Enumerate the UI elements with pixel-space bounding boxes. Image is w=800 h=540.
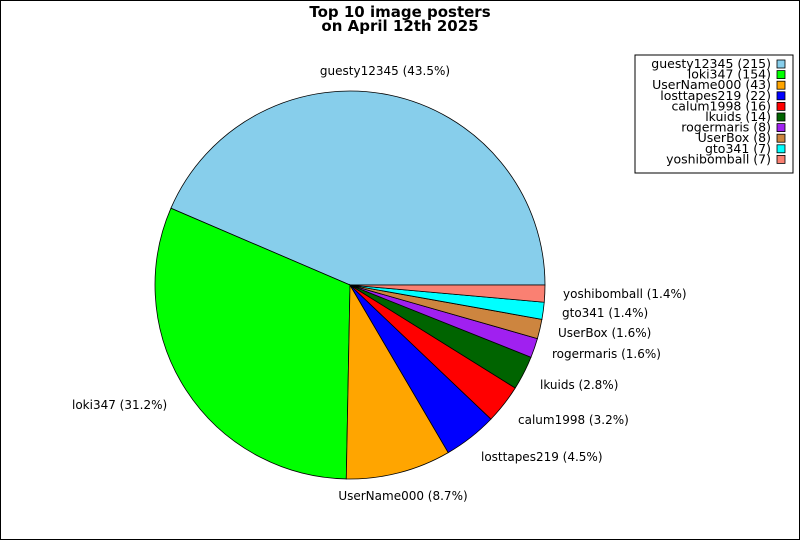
legend-label-calum1998: calum1998 (16) xyxy=(671,98,771,113)
legend-label-losttapes219: losttapes219 (22) xyxy=(660,88,771,103)
legend-swatch-lkuids xyxy=(776,112,786,122)
slice-label-losttapes219: losttapes219 (4.5%) xyxy=(481,450,603,464)
legend-label-lkuids: lkuids (14) xyxy=(705,109,771,124)
legend-label-UserBox: UserBox (8) xyxy=(698,130,771,145)
pie-slices xyxy=(154,90,546,480)
chart-subtitle: on April 12th 2025 xyxy=(321,17,478,35)
slice-label-yoshibomball: yoshibomball (1.4%) xyxy=(563,287,687,301)
slice-labels: guesty12345 (43.5%) loki347 (31.2%) UserNa… xyxy=(72,64,687,503)
slice-label-lkuids: lkuids (2.8%) xyxy=(540,378,618,392)
legend-label-loki347: loki347 (154) xyxy=(688,67,771,82)
legend-swatch-calum1998 xyxy=(776,102,786,111)
legend-swatch-guesty12345 xyxy=(776,59,786,69)
slice-label-UserBox: UserBox (1.6%) xyxy=(558,326,651,340)
slice-label-calum1998: calum1998 (3.2%) xyxy=(518,413,629,427)
slice-label-UserName000: UserName000 (8.7%) xyxy=(338,489,467,503)
slice-label-rogermaris: rogermaris (1.6%) xyxy=(552,347,661,361)
legend-label-yoshibomball: yoshibomball (7) xyxy=(666,151,771,166)
legend-label-guesty12345: guesty12345 (215) xyxy=(651,56,771,71)
slice-label-guesty12345: guesty12345 (43.5%) xyxy=(320,64,450,78)
pie-slice-loki347 xyxy=(154,207,351,480)
legend-label-gto341: gto341 (7) xyxy=(705,141,771,156)
legend-swatch-loki347 xyxy=(776,70,786,79)
slice-label-gto341: gto341 (1.4%) xyxy=(562,306,648,320)
chart-title: Top 10 image posters xyxy=(309,3,490,21)
legend-swatch-yoshibomball xyxy=(776,154,786,164)
legend-label-rogermaris: rogermaris (8) xyxy=(681,120,771,135)
legend-swatch-rogermaris xyxy=(776,123,786,132)
legend-label-UserName000: UserName000 (43) xyxy=(652,77,771,92)
pie-slice-yoshibomball xyxy=(349,284,546,303)
legend-swatch-UserBox xyxy=(776,133,786,143)
legend-swatch-UserName000 xyxy=(776,80,786,90)
pie-slice-UserName000 xyxy=(345,283,449,480)
slice-label-loki347: loki347 (31.2%) xyxy=(72,398,167,412)
legend-swatch-losttapes219 xyxy=(776,91,786,101)
legend-swatch-gto341 xyxy=(776,144,786,154)
legend-box xyxy=(634,54,794,174)
legend: guesty12345 (215)loki347 (154)UserName00… xyxy=(634,54,794,174)
pie-slice-guesty12345 xyxy=(170,90,546,286)
